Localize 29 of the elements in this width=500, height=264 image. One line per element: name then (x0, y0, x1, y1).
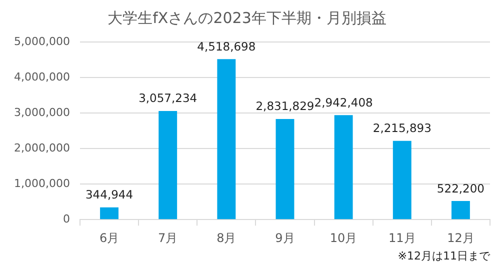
x-tick-label: 7月 (158, 230, 178, 245)
y-tick-label: 5,000,000 (14, 34, 70, 48)
y-tick-label: 4,000,000 (14, 70, 70, 84)
text: ※12月は11日まで (398, 249, 491, 262)
data-label: 2,831,829 (256, 99, 314, 114)
data-label: 2,215,893 (372, 121, 432, 136)
bar (392, 140, 412, 220)
x-tick-label: 9月 (275, 230, 295, 245)
x-tick-label: 10月 (330, 230, 358, 245)
data-label: 4,518,698 (197, 39, 256, 54)
chart-title: 大学生fXさんの2023年下半期・月別損益 (108, 8, 386, 27)
data-label: 2,942,408 (314, 95, 373, 110)
y-tick-label: 2,000,000 (14, 141, 70, 154)
x-tick-label: 8月 (216, 230, 236, 245)
bar (334, 115, 353, 220)
bar (276, 119, 294, 220)
data-label: 344,944 (85, 188, 134, 202)
x-tick-label: 6月 (99, 230, 120, 245)
y-tick-label: 0 (62, 212, 70, 226)
bar (217, 59, 236, 220)
data-label: 3,057,234 (138, 91, 198, 106)
data-label: 522,200 (436, 181, 484, 196)
y-tick-label: 1,000,000 (14, 176, 70, 190)
bar (451, 201, 470, 220)
y-tick-label: 3,000,000 (14, 106, 70, 119)
x-tick-label: 12月 (447, 230, 474, 245)
x-tick-label: 11月 (388, 230, 416, 245)
bar (100, 207, 118, 220)
bar (158, 111, 178, 220)
